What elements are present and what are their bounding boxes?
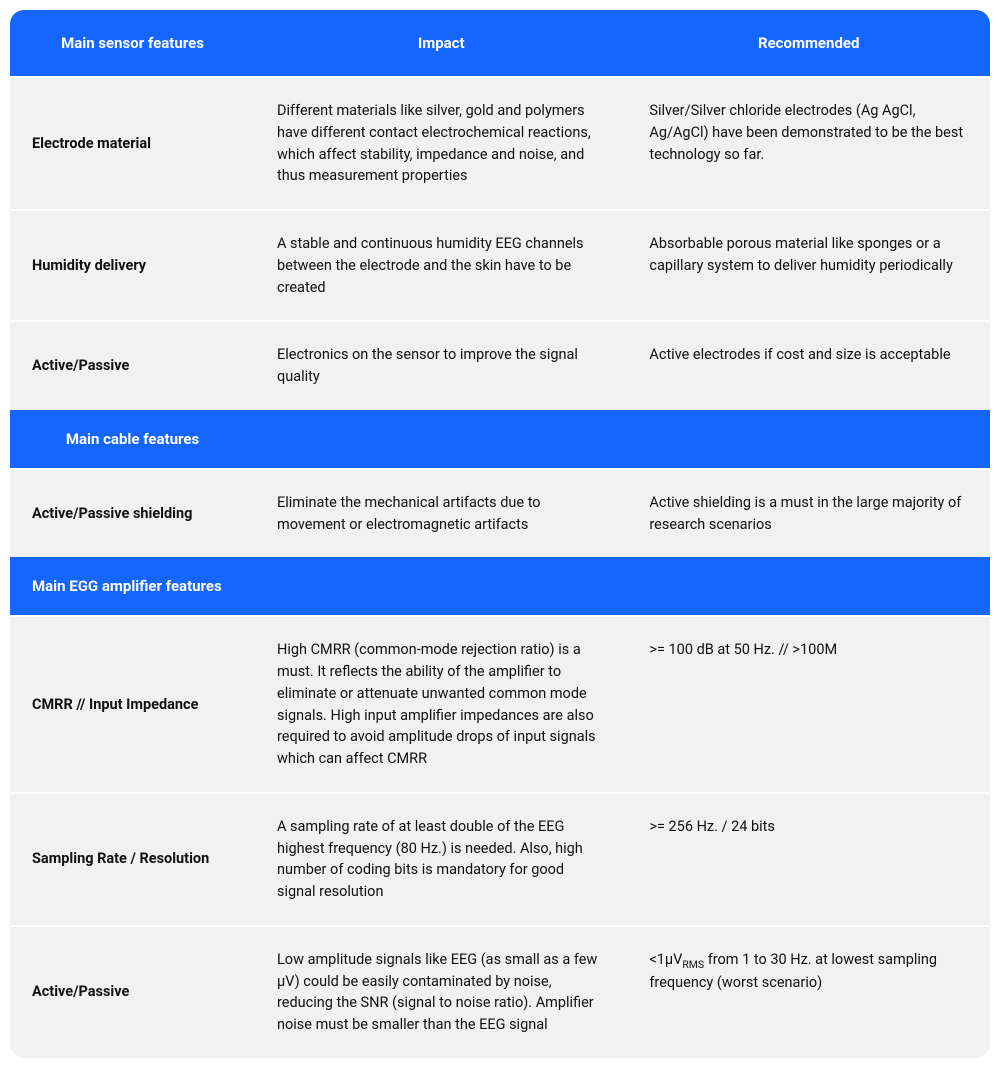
header-sensor-features: Main sensor features xyxy=(10,10,255,77)
recommended-cell: Absorbable porous material like sponges … xyxy=(627,210,990,321)
feature-cell: Active/Passive shielding xyxy=(10,469,255,558)
section-amp-header: Main EGG amplifier features xyxy=(10,557,990,616)
impact-cell: A sampling rate of at least double of th… xyxy=(255,793,627,926)
section-amp-title: Main EGG amplifier features xyxy=(10,557,255,616)
header-impact: Impact xyxy=(255,10,627,77)
table-row: Active/Passive shielding Eliminate the m… xyxy=(10,469,990,558)
recommended-cell: <1µVRMS from 1 to 30 Hz. at lowest sampl… xyxy=(627,926,990,1058)
table-row: Active/Passive Low amplitude signals lik… xyxy=(10,926,990,1058)
section-cable-title: Main cable features xyxy=(10,410,255,469)
section-empty-cell xyxy=(255,557,627,616)
section-empty-cell xyxy=(627,410,990,469)
impact-cell: Low amplitude signals like EEG (as small… xyxy=(255,926,627,1058)
table-row: CMRR // Input Impedance High CMRR (commo… xyxy=(10,616,990,793)
header-recommended: Recommended xyxy=(627,10,990,77)
recommended-cell: Silver/Silver chloride electrodes (Ag Ag… xyxy=(627,77,990,210)
section-empty-cell xyxy=(255,410,627,469)
impact-cell: High CMRR (common-mode rejection ratio) … xyxy=(255,616,627,793)
feature-cell: CMRR // Input Impedance xyxy=(10,616,255,793)
table-row: Sampling Rate / Resolution A sampling ra… xyxy=(10,793,990,926)
feature-cell: Electrode material xyxy=(10,77,255,210)
features-table: Main sensor features Impact Recommended … xyxy=(10,10,990,1058)
table-row: Electrode material Different materials l… xyxy=(10,77,990,210)
section-empty-cell xyxy=(627,557,990,616)
table-row: Humidity delivery A stable and continuou… xyxy=(10,210,990,321)
recommended-cell: >= 256 Hz. / 24 bits xyxy=(627,793,990,926)
feature-cell: Active/Passive xyxy=(10,321,255,410)
table-row: Active/Passive Electronics on the sensor… xyxy=(10,321,990,410)
impact-cell: Different materials like silver, gold an… xyxy=(255,77,627,210)
header-row: Main sensor features Impact Recommended xyxy=(10,10,990,77)
recommended-cell: >= 100 dB at 50 Hz. // >100M xyxy=(627,616,990,793)
feature-cell: Humidity delivery xyxy=(10,210,255,321)
section-cable-header: Main cable features xyxy=(10,410,990,469)
recommended-cell: Active electrodes if cost and size is ac… xyxy=(627,321,990,410)
impact-cell: Electronics on the sensor to improve the… xyxy=(255,321,627,410)
feature-cell: Active/Passive xyxy=(10,926,255,1058)
impact-cell: A stable and continuous humidity EEG cha… xyxy=(255,210,627,321)
eeg-features-table: Main sensor features Impact Recommended … xyxy=(10,10,990,1058)
feature-cell: Sampling Rate / Resolution xyxy=(10,793,255,926)
impact-cell: Eliminate the mechanical artifacts due t… xyxy=(255,469,627,558)
recommended-cell: Active shielding is a must in the large … xyxy=(627,469,990,558)
